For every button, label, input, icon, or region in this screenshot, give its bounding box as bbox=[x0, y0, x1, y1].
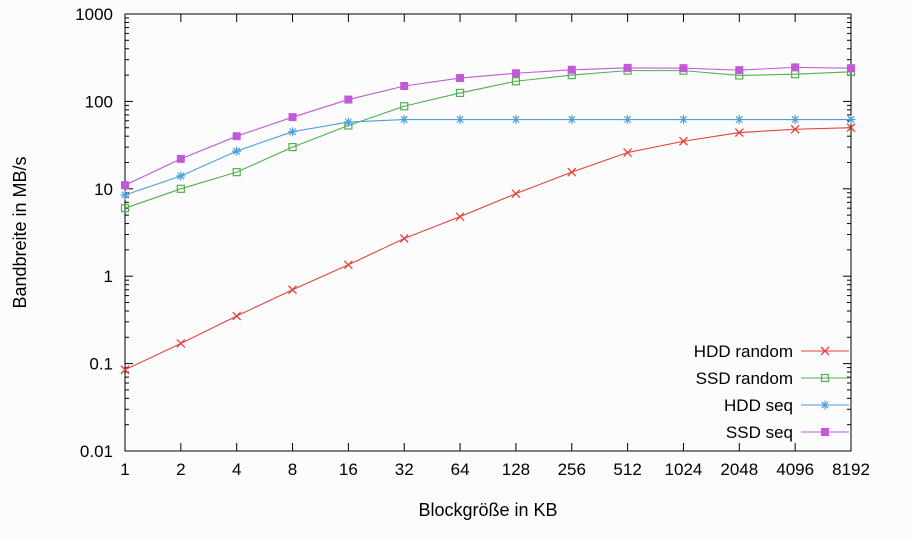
marker-filled-square-icon bbox=[344, 95, 353, 104]
marker-asterisk-icon bbox=[623, 115, 633, 125]
legend-entry-hdd-random: HDD random bbox=[694, 342, 849, 361]
marker-filled-square-icon bbox=[400, 82, 409, 91]
x-tick-label: 512 bbox=[613, 460, 641, 479]
legend-label: SSD random bbox=[696, 369, 793, 388]
y-tick-label: 0.1 bbox=[89, 355, 113, 374]
marker-filled-square-icon bbox=[456, 74, 465, 83]
marker-x-icon bbox=[120, 365, 130, 375]
marker-asterisk-icon bbox=[734, 115, 744, 125]
series-ssd-seq bbox=[121, 63, 855, 190]
marker-open-square-icon bbox=[511, 77, 521, 86]
legend-entry-ssd-random: SSD random bbox=[696, 369, 849, 388]
marker-asterisk-icon bbox=[511, 115, 521, 125]
marker-asterisk-icon bbox=[790, 115, 800, 125]
legend-entry-ssd-seq: SSD seq bbox=[726, 423, 849, 442]
marker-x-icon bbox=[455, 212, 465, 222]
x-tick-label: 2048 bbox=[720, 460, 758, 479]
plot-border bbox=[124, 13, 852, 452]
x-tick-label: 8 bbox=[288, 460, 297, 479]
marker-x-icon bbox=[511, 189, 521, 199]
marker-asterisk-icon bbox=[846, 115, 856, 125]
series-ssd-random bbox=[120, 66, 856, 213]
marker-filled-square-icon bbox=[176, 154, 185, 163]
x-tick-label: 4096 bbox=[776, 460, 814, 479]
marker-asterisk-icon bbox=[678, 115, 688, 125]
marker-asterisk-icon bbox=[399, 115, 409, 125]
marker-x-icon bbox=[623, 148, 633, 157]
x-axis-label: Blockgröße in KB bbox=[418, 500, 557, 520]
series-hdd-random bbox=[120, 123, 856, 375]
marker-x-icon bbox=[679, 136, 688, 146]
marker-open-square-icon bbox=[820, 373, 830, 383]
marker-asterisk-icon bbox=[288, 127, 298, 137]
marker-x-icon bbox=[288, 285, 297, 295]
x-tick-label: 8192 bbox=[832, 460, 870, 479]
legend-entry-hdd-seq: HDD seq bbox=[724, 396, 849, 415]
marker-x-icon bbox=[399, 234, 409, 243]
x-tick-label: 16 bbox=[339, 460, 358, 479]
marker-x-icon bbox=[176, 338, 186, 348]
marker-asterisk-icon bbox=[176, 171, 186, 181]
marker-filled-square-icon bbox=[679, 64, 688, 73]
y-tick-label: 100 bbox=[85, 92, 113, 111]
marker-filled-square-icon bbox=[847, 64, 855, 73]
x-tick-label: 32 bbox=[395, 460, 414, 479]
x-tick-label: 64 bbox=[451, 460, 470, 479]
marker-open-square-icon bbox=[176, 184, 185, 193]
marker-filled-square-icon bbox=[511, 69, 520, 78]
x-tick-label: 4 bbox=[232, 460, 241, 479]
marker-x-icon bbox=[734, 128, 744, 138]
marker-asterisk-icon bbox=[343, 117, 353, 127]
x-tick-label: 1 bbox=[120, 460, 129, 479]
marker-asterisk-icon bbox=[120, 190, 130, 200]
marker-filled-square-icon bbox=[232, 132, 241, 141]
x-tick-label: 1024 bbox=[665, 460, 703, 479]
marker-filled-square-icon bbox=[623, 63, 632, 72]
legend-label: SSD seq bbox=[726, 423, 793, 442]
series-line-ssd-seq bbox=[124, 66, 852, 186]
marker-x-icon bbox=[232, 311, 242, 321]
marker-filled-square-icon bbox=[791, 63, 800, 72]
marker-filled-square-icon bbox=[121, 181, 129, 190]
y-tick-label: 10 bbox=[94, 180, 113, 199]
y-tick-label: 0.01 bbox=[80, 442, 113, 461]
marker-x-icon bbox=[567, 167, 577, 177]
series-hdd-seq bbox=[120, 115, 856, 200]
legend-label: HDD random bbox=[694, 342, 793, 361]
marker-open-square-icon bbox=[400, 102, 409, 111]
series-line-hdd-seq bbox=[124, 118, 851, 196]
marker-asterisk-icon bbox=[232, 146, 242, 156]
marker-filled-square-icon bbox=[567, 65, 576, 74]
marker-open-square-icon bbox=[232, 168, 241, 177]
x-tick-label: 2 bbox=[176, 460, 185, 479]
y-axis-label: Bandbreite in MB/s bbox=[10, 156, 30, 308]
marker-open-square-icon bbox=[455, 88, 465, 98]
marker-filled-square-icon bbox=[288, 113, 297, 122]
marker-x-icon bbox=[846, 123, 856, 133]
marker-open-square-icon bbox=[120, 204, 130, 213]
marker-asterisk-icon bbox=[455, 115, 465, 125]
series-line-ssd-random bbox=[124, 70, 852, 209]
marker-asterisk-icon bbox=[567, 115, 577, 125]
legend-label: HDD seq bbox=[724, 396, 793, 415]
x-tick-label: 256 bbox=[558, 460, 586, 479]
x-tick-label: 128 bbox=[502, 460, 530, 479]
marker-x-icon bbox=[790, 124, 800, 134]
y-tick-label: 1 bbox=[104, 267, 113, 286]
series-line-hdd-random bbox=[124, 127, 852, 371]
marker-asterisk-icon bbox=[820, 400, 830, 410]
marker-x-icon bbox=[343, 260, 353, 270]
y-tick-label: 1000 bbox=[75, 5, 113, 24]
marker-open-square-icon bbox=[288, 142, 297, 152]
marker-filled-square-icon bbox=[735, 66, 744, 75]
marker-filled-square-icon bbox=[821, 428, 829, 436]
marker-x-icon bbox=[820, 346, 830, 356]
